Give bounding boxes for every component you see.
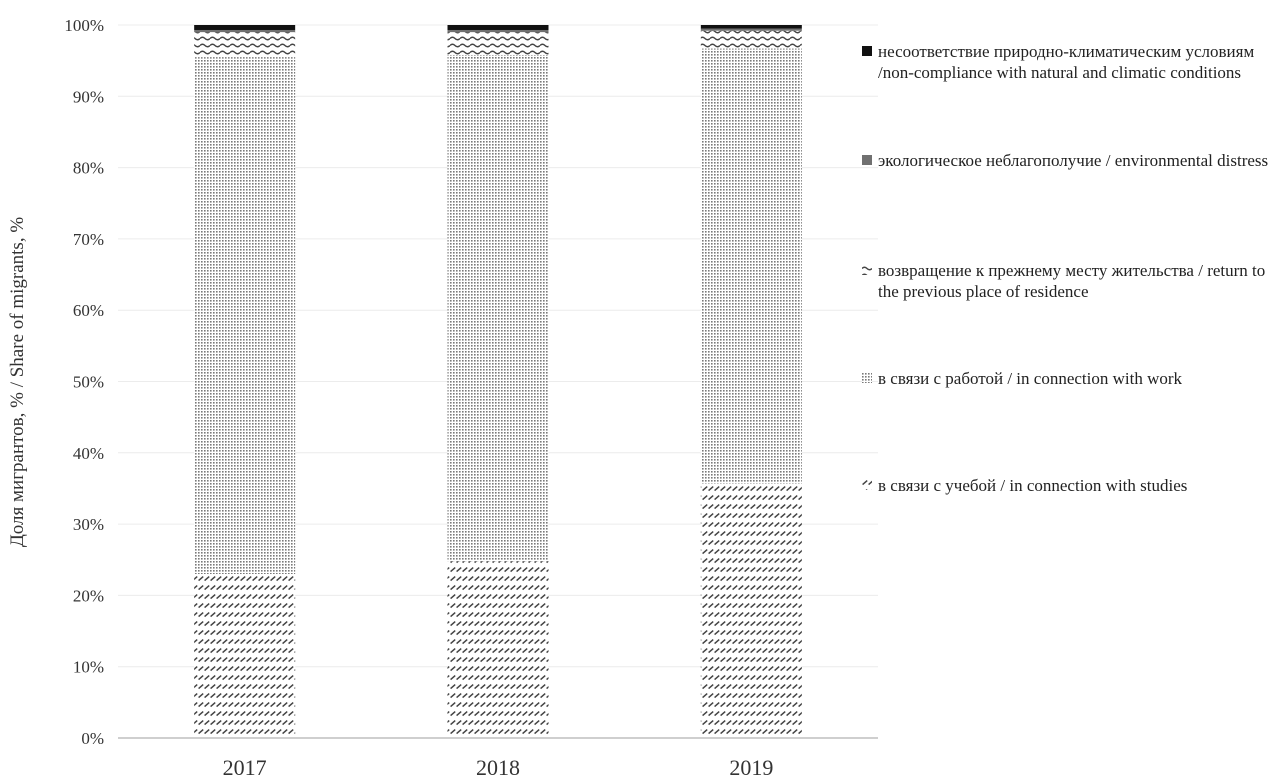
bar-2018-экологическое-неблагополучие (447, 29, 549, 33)
legend-label-environmental: экологическое неблагополучие / environme… (878, 151, 1269, 170)
bars (194, 25, 802, 738)
legend-swatch-studies (862, 480, 872, 490)
x-tick-label-2019: 2019 (729, 755, 773, 778)
y-tick-label: 70% (73, 230, 104, 249)
bar-2017-в-связи-с-работой (194, 57, 296, 575)
y-tick-label: 80% (73, 159, 104, 178)
bar-2019-возвращение-к-прежнему-месту-жительства (700, 30, 802, 49)
bar-2019-в-связи-с-учебой (700, 483, 802, 738)
legend-swatch-climatic (862, 46, 872, 56)
bar-2019-экологическое-неблагополучие (700, 28, 802, 31)
bar-2019-в-связи-с-работой (700, 48, 802, 484)
y-axis-title: Доля мигрантов, % / Share of migrants, % (7, 216, 28, 548)
legend-label-return: возвращение к прежнему месту жительства … (878, 261, 1266, 301)
y-tick-label: 100% (64, 16, 104, 35)
y-tick-label: 30% (73, 515, 104, 534)
bar-2017-экологическое-неблагополучие (194, 29, 296, 33)
x-tick-label-2017: 2017 (223, 755, 267, 778)
y-axis-title-wrap: Доля мигрантов, % / Share of migrants, % (0, 0, 40, 778)
bar-2017-в-связи-с-учебой (194, 574, 296, 738)
legend-label-work: в связи с работой / in connection with w… (878, 369, 1183, 388)
bar-2018-в-связи-с-работой (447, 54, 549, 562)
bar-2018-в-связи-с-учебой (447, 561, 549, 738)
y-tick-label: 10% (73, 658, 104, 677)
y-tick-label: 40% (73, 444, 104, 463)
bar-2017-возвращение-к-прежнему-месту-жительства (194, 32, 296, 58)
x-tick-label-2018: 2018 (476, 755, 520, 778)
legend-label-studies: в связи с учебой / in connection with st… (878, 476, 1188, 495)
bar-2017-несоответствие-природно-климатическим-условиям (194, 25, 296, 30)
y-tick-label: 50% (73, 373, 104, 392)
legend-swatch-return (862, 265, 872, 275)
y-tick-label: 90% (73, 87, 104, 106)
legend-label-climatic: несоответствие природно-климатическим ус… (878, 42, 1255, 82)
bar-2019-несоответствие-природно-климатическим-условиям (700, 25, 802, 29)
legend: несоответствие природно-климатическим ус… (862, 0, 1272, 778)
y-tick-label: 20% (73, 586, 104, 605)
bar-2018-несоответствие-природно-климатическим-условиям (447, 25, 549, 30)
y-tick-label: 60% (73, 301, 104, 320)
bar-2018-возвращение-к-прежнему-месту-жительства (447, 32, 549, 55)
y-tick-label: 0% (81, 729, 104, 748)
axes: 0% 10% 20% 30% 40% 50% 60% 70% 80% 90% 100% 2017 201… (64, 16, 878, 780)
legend-swatch-environmental (862, 155, 872, 165)
legend-swatch-work (862, 373, 872, 383)
